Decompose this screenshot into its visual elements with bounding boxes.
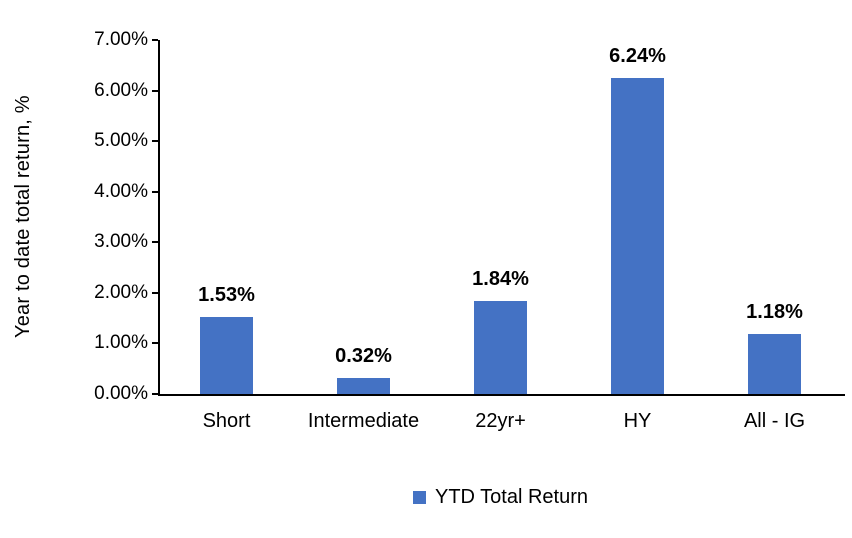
legend: YTD Total Return [158, 486, 843, 509]
x-axis-category-label: All - IG [743, 410, 806, 432]
bar [474, 300, 527, 394]
y-tick-mark-icon [152, 190, 158, 193]
y-tick-label: 5.00% [94, 130, 148, 152]
legend-swatch-icon [412, 491, 426, 504]
y-tick-label: 6.00% [94, 79, 148, 101]
bar [200, 316, 253, 394]
x-axis-line [158, 394, 845, 396]
x-axis-category-label: 22yr+ [475, 410, 526, 432]
bar [748, 334, 801, 394]
x-axis-category-label: HY [623, 410, 652, 432]
y-tick-mark-icon [152, 291, 158, 294]
y-tick-label: 3.00% [94, 231, 148, 253]
bar [611, 78, 664, 394]
y-axis-line [158, 40, 160, 394]
legend-label: YTD Total Return [434, 486, 589, 508]
y-tick-mark-icon [152, 140, 158, 143]
x-axis-category-label: Intermediate [307, 410, 420, 432]
y-tick-label: 4.00% [94, 180, 148, 202]
bar-value-label: 0.32% [335, 344, 392, 367]
bar-value-label: 6.24% [609, 45, 666, 68]
bar-value-label: 1.53% [198, 283, 255, 306]
y-tick-label: 0.00% [94, 383, 148, 404]
bar-value-label: 1.84% [472, 267, 529, 290]
y-tick-mark-icon [152, 393, 158, 395]
y-tick-mark-icon [152, 89, 158, 92]
bar [337, 377, 390, 394]
y-tick-mark-icon [152, 241, 158, 244]
y-tick-label: 7.00% [94, 29, 148, 50]
y-tick-label: 1.00% [94, 332, 148, 354]
y-tick-mark-icon [152, 39, 158, 41]
bar-value-label: 1.18% [746, 301, 803, 324]
y-tick-mark-icon [152, 342, 158, 345]
x-axis-category-label: Short [202, 410, 251, 432]
y-tick-label: 2.00% [94, 281, 148, 303]
